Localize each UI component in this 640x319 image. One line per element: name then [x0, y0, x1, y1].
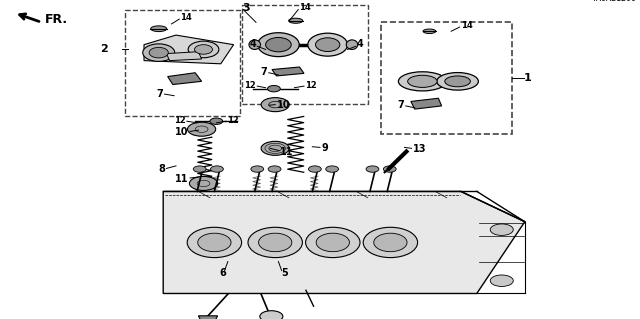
Text: 7: 7	[156, 89, 163, 99]
Ellipse shape	[374, 233, 407, 252]
Ellipse shape	[308, 33, 348, 56]
Circle shape	[211, 166, 223, 172]
Circle shape	[193, 166, 206, 172]
Ellipse shape	[151, 26, 166, 32]
Bar	[242, 5, 368, 104]
Text: 10: 10	[175, 127, 189, 137]
Ellipse shape	[188, 41, 219, 58]
Text: 13: 13	[413, 144, 426, 154]
Ellipse shape	[423, 29, 436, 33]
Ellipse shape	[306, 227, 360, 258]
Circle shape	[268, 166, 281, 172]
Ellipse shape	[289, 18, 303, 23]
Text: 14: 14	[300, 4, 311, 12]
Bar	[381, 22, 512, 134]
Polygon shape	[198, 316, 218, 319]
Polygon shape	[144, 35, 234, 64]
Circle shape	[326, 166, 339, 172]
Text: 4: 4	[249, 39, 256, 49]
Text: 8: 8	[158, 164, 165, 174]
Circle shape	[210, 118, 223, 124]
Text: 11: 11	[175, 174, 189, 184]
Ellipse shape	[257, 33, 300, 57]
Text: 14: 14	[180, 13, 192, 22]
Circle shape	[189, 176, 218, 190]
Ellipse shape	[398, 72, 447, 91]
Ellipse shape	[187, 227, 242, 258]
Text: 12: 12	[244, 81, 256, 90]
Bar	[125, 10, 240, 116]
Text: 3: 3	[242, 3, 250, 13]
Polygon shape	[408, 77, 474, 86]
Ellipse shape	[259, 233, 292, 252]
Ellipse shape	[408, 75, 437, 87]
Polygon shape	[272, 67, 304, 76]
Ellipse shape	[143, 44, 175, 61]
Text: 7: 7	[397, 100, 404, 110]
Ellipse shape	[316, 233, 349, 252]
Ellipse shape	[195, 45, 212, 54]
Polygon shape	[163, 191, 525, 293]
Text: 5: 5	[282, 268, 289, 278]
Circle shape	[268, 85, 280, 92]
Ellipse shape	[364, 227, 417, 258]
Ellipse shape	[249, 40, 260, 49]
Circle shape	[490, 224, 513, 235]
Text: 12: 12	[174, 116, 186, 125]
Circle shape	[188, 122, 216, 136]
Text: 9: 9	[321, 143, 328, 153]
Circle shape	[366, 166, 379, 172]
Circle shape	[308, 166, 321, 172]
Text: 2: 2	[100, 44, 108, 55]
Circle shape	[261, 141, 289, 155]
Text: 4: 4	[357, 39, 364, 49]
Polygon shape	[411, 98, 442, 109]
Ellipse shape	[346, 40, 358, 49]
Text: 12: 12	[227, 116, 239, 125]
Ellipse shape	[436, 73, 479, 90]
Circle shape	[260, 311, 283, 319]
Ellipse shape	[248, 227, 302, 258]
Ellipse shape	[198, 233, 231, 252]
Circle shape	[490, 275, 513, 286]
Ellipse shape	[316, 38, 340, 52]
Text: 1: 1	[524, 73, 531, 83]
Text: 12: 12	[305, 81, 317, 90]
Text: 7: 7	[260, 67, 268, 77]
Text: 14: 14	[461, 21, 472, 30]
Text: FR.: FR.	[45, 13, 68, 26]
Text: 6: 6	[219, 268, 226, 278]
Ellipse shape	[149, 47, 168, 58]
Text: 10: 10	[276, 100, 290, 110]
Ellipse shape	[445, 76, 470, 87]
Circle shape	[251, 166, 264, 172]
Polygon shape	[166, 52, 202, 61]
Text: 11: 11	[280, 146, 294, 157]
Text: TA0AE1200: TA0AE1200	[592, 0, 637, 3]
Polygon shape	[168, 73, 202, 85]
Circle shape	[383, 166, 396, 172]
Circle shape	[261, 98, 289, 112]
Ellipse shape	[266, 38, 291, 52]
